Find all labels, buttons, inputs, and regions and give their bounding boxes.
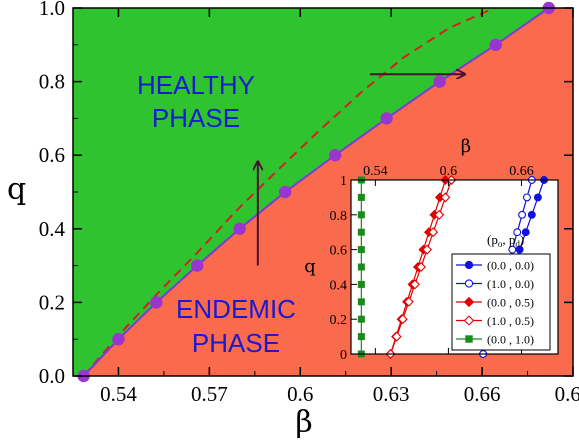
inset-point-1-8 [518, 210, 527, 219]
main-y-tick-label-2: 0.4 [39, 217, 66, 241]
main-x-tick-label-5: 0.69 [555, 382, 579, 406]
boundary-point-5 [278, 185, 292, 199]
boundary-point-8 [433, 75, 446, 88]
dashed-boundary-line [82, 7, 495, 377]
legend-marker-1 [464, 279, 474, 288]
inset-y-axis-title: q [304, 256, 316, 277]
boundary-point-2 [150, 296, 163, 309]
main-y-tick-label-3: 0.6 [39, 143, 65, 167]
inset-point-3-3 [403, 296, 414, 307]
legend-label-2: (0.0 , 0.5) [487, 296, 534, 310]
legend-label-1: (1.0 , 0.0) [487, 277, 534, 291]
inset-point-3-6 [422, 244, 433, 255]
inset-point-3-2 [397, 314, 408, 325]
legend-label-3: (1.0 , 0.5) [487, 314, 534, 328]
endemic-label-line1: ENDEMIC [176, 294, 296, 324]
legend-title: (po, pd) [487, 232, 524, 249]
main-x-axis-title: β [295, 405, 312, 440]
healthy-label-line1: HEALTHY [137, 70, 255, 100]
main-x-tick-label-2: 0.6 [287, 382, 313, 406]
inset-point-0-7 [521, 228, 530, 237]
inset-point-4-8 [357, 211, 365, 219]
boundary-markers [77, 1, 555, 383]
healthy-label-line2: PHASE [152, 103, 240, 133]
inset-point-1-9 [522, 193, 531, 202]
inset-x-tick-label-0: 0.54 [363, 164, 388, 179]
inset-point-1-6 [508, 245, 517, 254]
inset-point-4-1 [357, 333, 365, 341]
endemic-label-line2: PHASE [192, 328, 280, 358]
inset-point-4-2 [357, 315, 365, 323]
boundary-point-7 [380, 112, 393, 125]
main-x-tick-label-1: 0.57 [191, 382, 228, 406]
inset-point-3-1 [391, 331, 402, 342]
inset-plot: 0.54 0.6 0.66 00.20.40.60.81 β q (po, pd) … [304, 136, 559, 363]
main-x-tick-label-0: 0.54 [100, 382, 137, 406]
main-x-tick-label-4: 0.66 [464, 382, 501, 406]
inset-point-4-4 [357, 280, 365, 288]
inset-frame [350, 179, 559, 355]
inset-point-3-5 [416, 262, 426, 272]
main-y-tick-label-5: 1.0 [39, 0, 65, 20]
boundary-point-1 [112, 333, 125, 346]
boundary-point-3 [191, 259, 204, 272]
main-y-tick-label-4: 0.8 [39, 70, 65, 94]
inset-y-tick-label-3: 0.6 [330, 244, 348, 259]
inset-point-3-7 [428, 227, 439, 238]
boundary-point-9 [489, 38, 502, 51]
legend-marker-3 [463, 315, 475, 326]
inset-point-3-8 [434, 209, 445, 220]
main-x-ticks: 0.54 0.57 0.6 0.63 0.66 0.69 [72, 8, 579, 406]
inset-point-0-9 [533, 193, 542, 202]
inset-x-axis-title: β [461, 136, 471, 157]
inset-x-tick-label-2: 0.66 [509, 164, 534, 179]
inset-point-4-5 [357, 263, 365, 271]
legend-marker-4 [465, 335, 473, 343]
inset-point-1-7 [513, 228, 522, 237]
inset-y-tick-label-2: 0.4 [330, 278, 348, 293]
inset-point-0-8 [527, 210, 536, 219]
inset-y-ticks: 0 0.2 0.4 0.6 0.8 1 [330, 174, 357, 363]
inset-y-tick-label-0: 0 [340, 348, 347, 363]
inset-point-4-7 [357, 228, 365, 236]
legend-marker-2 [463, 296, 475, 308]
inset-y-tick-label-1: 0.2 [330, 313, 348, 328]
main-y-tick-label-1: 0.2 [39, 290, 65, 314]
boundary-point-4 [233, 222, 246, 235]
inset-point-4-3 [357, 298, 365, 306]
inset-point-3-9 [440, 192, 451, 203]
legend-marker-0 [464, 260, 474, 270]
inset-point-4-6 [357, 246, 365, 254]
inset-x-tick-label-1: 0.6 [440, 164, 458, 179]
inset-point-4-9 [357, 193, 365, 201]
legend-label-4: (0.0 , 1.0) [487, 333, 534, 347]
main-y-axis-title: q [7, 172, 26, 207]
main-y-tick-label-0: 0.0 [39, 364, 65, 388]
main-x-tick-label-3: 0.63 [373, 382, 410, 406]
inset-y-tick-label-5: 1 [340, 174, 347, 189]
boundary-point-6 [328, 149, 342, 162]
inset-x-ticks: 0.54 0.6 0.66 [363, 164, 534, 354]
inset-point-3-4 [409, 279, 420, 290]
inset-y-tick-label-4: 0.8 [330, 209, 348, 224]
legend-label-0: (0.0 , 0.0) [487, 259, 534, 273]
legend-items: (0.0 , 0.0) (1.0 , 0.0) (0.0 , 0.5) (1.0 , … [456, 259, 534, 347]
healthy-region [73, 8, 573, 376]
main-y-ticks: 0.0 0.2 0.4 0.6 0.8 1.0 [39, 0, 573, 388]
